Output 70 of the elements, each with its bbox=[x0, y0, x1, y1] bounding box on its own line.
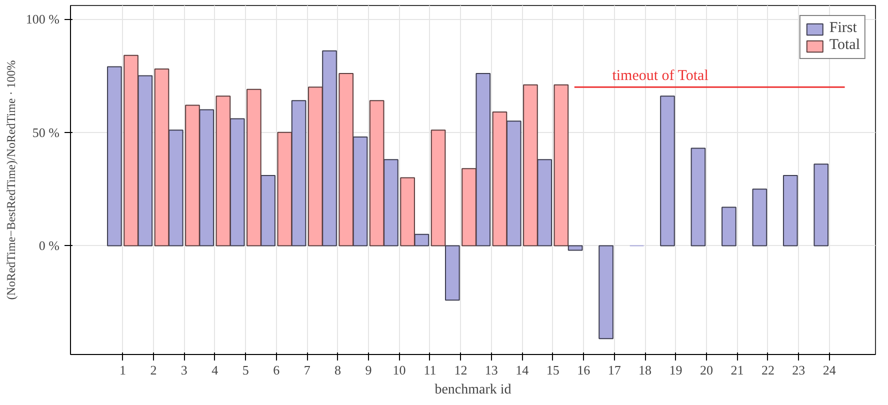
bar bbox=[445, 245, 460, 301]
bar bbox=[154, 68, 170, 246]
x-tick-label: 1 bbox=[119, 362, 126, 378]
x-tick-label: 22 bbox=[761, 362, 774, 378]
bar bbox=[568, 245, 583, 251]
bar bbox=[308, 86, 323, 246]
x-tick-label: 5 bbox=[242, 362, 249, 378]
bar bbox=[523, 84, 538, 246]
bar bbox=[168, 130, 184, 246]
bar bbox=[598, 245, 614, 340]
bar bbox=[400, 177, 415, 246]
x-tick-label: 23 bbox=[792, 362, 806, 378]
x-tick-label: 4 bbox=[212, 362, 219, 378]
x-tick-label: 10 bbox=[392, 362, 406, 378]
bar bbox=[492, 112, 508, 246]
bar bbox=[722, 206, 736, 246]
x-tick-label: 17 bbox=[608, 362, 622, 378]
bar bbox=[352, 136, 368, 246]
bar bbox=[814, 164, 829, 246]
bar bbox=[782, 174, 798, 246]
x-axis-title: benchmark id bbox=[434, 382, 512, 398]
bar bbox=[462, 168, 476, 246]
x-tick-label: 2 bbox=[150, 362, 157, 378]
x-tick-label: 6 bbox=[273, 362, 280, 378]
bar bbox=[138, 75, 153, 246]
bar bbox=[476, 72, 491, 246]
bar bbox=[430, 130, 446, 246]
x-tick-label: 21 bbox=[730, 362, 744, 378]
x-tick-label: 3 bbox=[180, 362, 188, 378]
annotation: timeout of Total bbox=[612, 68, 708, 84]
bar bbox=[185, 104, 200, 246]
bar bbox=[537, 159, 552, 246]
bar bbox=[660, 96, 675, 246]
x-tick-label: 13 bbox=[484, 362, 498, 378]
x-tick-label: 9 bbox=[365, 362, 372, 378]
bar bbox=[277, 132, 292, 246]
bar bbox=[690, 148, 706, 246]
x-tick-label: 11 bbox=[424, 362, 436, 378]
bar bbox=[107, 66, 122, 246]
y-axis-title: (NoRedTime−BestRedTime)/NoRedTime · 100% bbox=[4, 60, 18, 300]
bar bbox=[752, 188, 768, 246]
bar bbox=[199, 109, 214, 246]
bar bbox=[291, 100, 306, 246]
bar bbox=[554, 84, 569, 246]
x-tick-label: 8 bbox=[334, 362, 342, 378]
x-tick-label: 14 bbox=[516, 362, 530, 378]
bar bbox=[216, 96, 231, 246]
x-tick-label: 15 bbox=[546, 362, 560, 378]
y-tick-label: 100 % bbox=[26, 12, 60, 27]
bar bbox=[414, 234, 430, 246]
bar bbox=[230, 118, 245, 246]
x-tick-label: 24 bbox=[822, 362, 836, 378]
x-tick-label: 18 bbox=[638, 362, 652, 378]
bar bbox=[384, 159, 398, 246]
bar bbox=[322, 50, 337, 246]
x-tick-label: 16 bbox=[577, 362, 591, 378]
bar bbox=[260, 174, 276, 246]
x-tick-label: 7 bbox=[304, 362, 311, 378]
bar bbox=[506, 120, 522, 246]
bar bbox=[369, 100, 384, 246]
x-tick-label: 12 bbox=[454, 362, 468, 378]
bar bbox=[124, 54, 138, 246]
bar bbox=[338, 72, 354, 246]
x-tick-label: 19 bbox=[669, 362, 682, 378]
legend-label: First bbox=[829, 20, 857, 37]
y-tick-label: 50 % bbox=[32, 124, 60, 140]
bar bbox=[246, 88, 262, 246]
x-tick-label: 20 bbox=[700, 362, 714, 378]
legend-label: Total bbox=[829, 37, 860, 54]
y-tick-label: 0 % bbox=[38, 238, 60, 254]
